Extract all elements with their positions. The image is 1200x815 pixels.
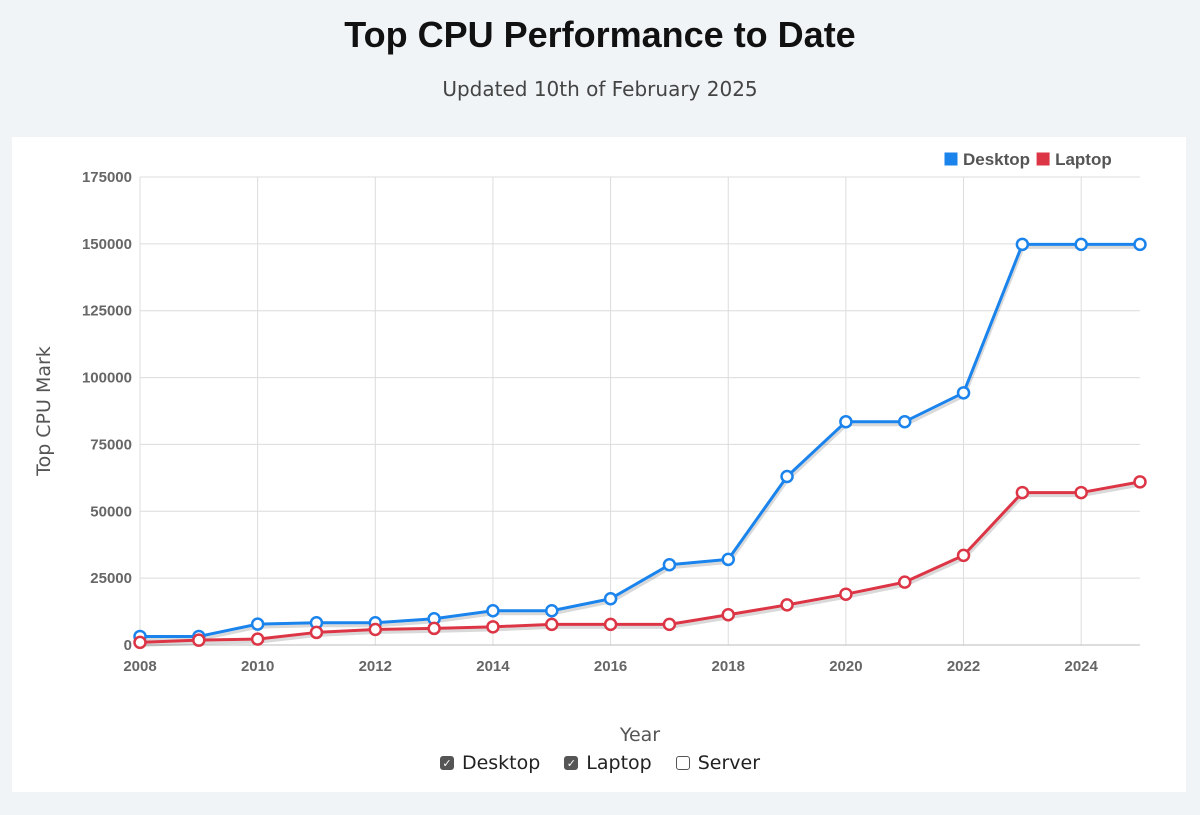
data-point-desktop	[897, 414, 912, 429]
toggle-laptop-label: Laptop	[586, 752, 652, 774]
series-toggles: ✓ Desktop ✓ Laptop Server	[0, 752, 1200, 774]
y-tick-label: 25000	[90, 570, 132, 587]
page-subtitle: Updated 10th of February 2025	[442, 77, 758, 101]
toggle-desktop-label: Desktop	[461, 752, 541, 774]
data-point-laptop	[133, 635, 147, 650]
data-point-laptop	[486, 620, 500, 634]
data-point-desktop	[721, 552, 735, 567]
toggle-laptop[interactable]: ✓ Laptop	[564, 752, 652, 774]
desktop-checkbox[interactable]: ✓	[439, 756, 454, 770]
chart-panel: 0 25000 50000 75000 100000 125000 150000 175000…	[12, 137, 1186, 792]
y-tick-label: 100000	[82, 370, 132, 387]
x-tick-label: 2018	[712, 658, 745, 675]
page-title: Top CPU Performance to Date	[344, 14, 856, 55]
data-point-desktop	[1133, 237, 1147, 252]
data-point-laptop	[1133, 475, 1147, 489]
data-point-desktop	[545, 604, 559, 618]
toggle-desktop[interactable]: ✓ Desktop	[439, 752, 541, 774]
data-point-desktop	[486, 604, 500, 618]
data-point-desktop	[1015, 237, 1030, 252]
y-axis-title: Top CPU Mark	[33, 346, 55, 477]
x-tick-label: 2022	[947, 658, 980, 675]
data-point-laptop	[897, 575, 912, 589]
data-point-laptop	[250, 632, 265, 646]
y-tick-label: 175000	[82, 169, 132, 186]
y-tick-label: 50000	[90, 503, 132, 520]
data-point-laptop	[1015, 485, 1030, 500]
data-point-desktop	[1074, 237, 1088, 252]
legend-swatch-laptop	[1035, 151, 1051, 167]
server-checkbox[interactable]	[675, 756, 690, 770]
y-tick-label: 75000	[90, 436, 132, 453]
data-point-desktop	[956, 386, 971, 400]
laptop-checkbox[interactable]: ✓	[564, 756, 579, 770]
data-point-laptop	[192, 633, 206, 647]
data-point-desktop	[250, 617, 265, 631]
x-tick-label: 2010	[241, 658, 274, 675]
data-point-desktop	[662, 558, 677, 572]
x-tick-label: 2024	[1064, 658, 1098, 675]
legend-label-desktop: Desktop	[963, 150, 1030, 169]
data-point-laptop	[427, 621, 441, 636]
y-tick-label: 150000	[82, 236, 132, 253]
legend-swatch-desktop	[943, 151, 959, 167]
y-tick-label: 125000	[82, 303, 132, 320]
series-line-shadow-desktop	[141, 245, 1141, 641]
data-point-laptop	[662, 617, 677, 632]
data-point-laptop	[839, 587, 853, 601]
x-tick-label: 2014	[476, 658, 510, 675]
data-point-desktop	[603, 591, 618, 606]
y-tick-label: 0	[124, 637, 132, 654]
series-line-laptop	[139, 480, 1141, 644]
data-point-laptop	[1074, 485, 1088, 500]
series-line-desktop	[140, 242, 1140, 638]
legend-label-laptop: Laptop	[1055, 150, 1112, 169]
series-line-shadow-laptop	[140, 483, 1142, 647]
x-tick-label: 2020	[829, 658, 862, 675]
x-tick-label: 2008	[123, 658, 156, 675]
data-point-laptop	[368, 622, 383, 637]
data-point-laptop	[780, 598, 794, 612]
toggle-server-label: Server	[697, 752, 761, 774]
x-axis-title: Year	[619, 724, 660, 746]
toggle-server[interactable]: Server	[675, 752, 761, 774]
data-point-desktop	[780, 469, 794, 484]
data-point-laptop	[309, 625, 324, 640]
data-point-laptop	[721, 608, 735, 622]
cpu-performance-chart: 0 25000 50000 75000 100000 125000 150000 175000…	[33, 150, 1147, 746]
data-point-laptop	[545, 617, 559, 632]
data-point-desktop	[839, 414, 853, 429]
x-tick-label: 2016	[594, 658, 627, 675]
data-point-laptop	[603, 617, 618, 632]
data-point-laptop	[956, 548, 971, 563]
x-tick-label: 2012	[359, 658, 392, 675]
